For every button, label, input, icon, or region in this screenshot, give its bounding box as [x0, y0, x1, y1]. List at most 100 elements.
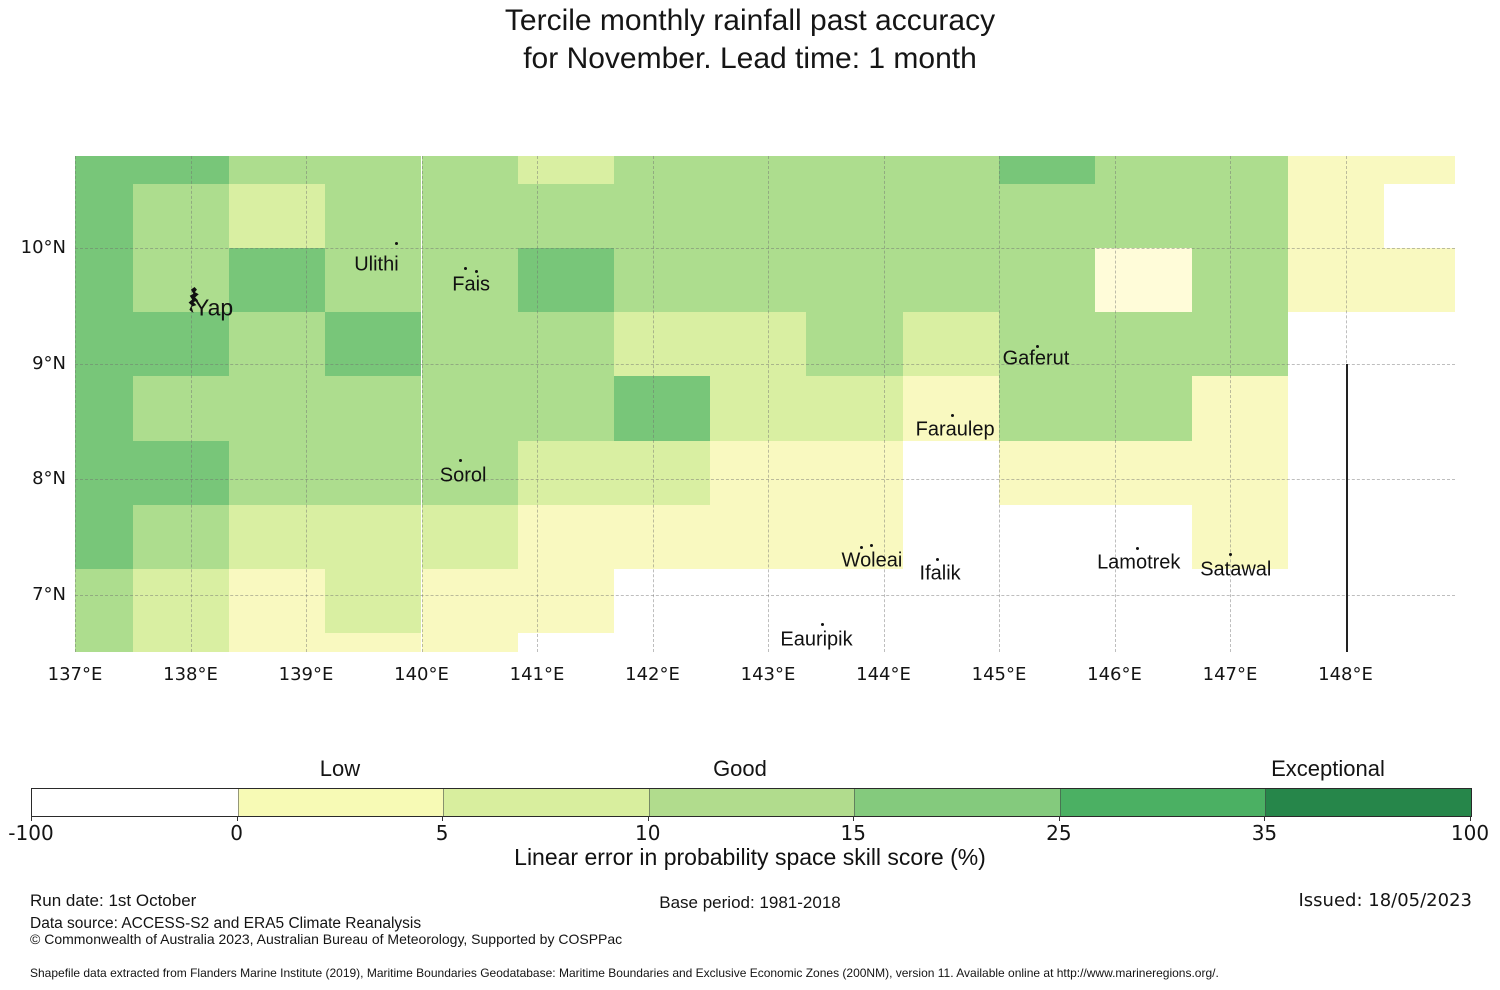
heatmap-cell: [1095, 183, 1192, 248]
heatmap-cell: [999, 183, 1096, 248]
colorbar-tick: [853, 816, 855, 821]
heatmap-cell: [421, 248, 518, 313]
gridline-vertical: [421, 156, 423, 652]
heatmap-cell: [1191, 248, 1288, 313]
heatmap-cell: [710, 248, 807, 313]
heatmap-cell: [806, 440, 903, 505]
gridline-vertical: [768, 156, 769, 652]
heatmap-cell: [710, 440, 807, 505]
colorbar: [31, 788, 1472, 817]
heatmap-cell: [228, 568, 326, 633]
heatmap-cell: [999, 156, 1096, 184]
satawal-island-dot: [1228, 552, 1232, 556]
heatmap-cell: [228, 156, 326, 184]
x-tick-label: 140°E: [394, 664, 449, 685]
colorbar-segment: [1265, 789, 1471, 816]
colorbar-segment: [1059, 789, 1266, 816]
heatmap-cell: [517, 248, 615, 313]
heatmap-cell: [999, 440, 1096, 505]
island-label-ulithi: Ulithi: [354, 253, 399, 276]
data-source-text: Data source: ACCESS-S2 and ERA5 Climate …: [30, 915, 422, 932]
heatmap-cell: [75, 248, 133, 313]
yap-island-shape: [188, 286, 199, 313]
heatmap-cell: [614, 504, 711, 569]
gridline-vertical: [883, 156, 885, 652]
heatmap-cell: [517, 183, 615, 248]
heatmap-cell: [421, 156, 518, 184]
heatmap-cell: [710, 183, 807, 248]
heatmap-cell: [1191, 504, 1288, 569]
base-period-text: Base period: 1981-2018: [659, 893, 841, 912]
x-tick-label: 139°E: [278, 664, 334, 685]
island-label-satawal: Satawal: [1200, 558, 1272, 581]
faraulep-island-dot: [951, 413, 955, 417]
island-label-fais: Fais: [452, 273, 491, 296]
heatmap-cell: [517, 312, 615, 377]
heatmap-cell: [1095, 248, 1192, 313]
heatmap-cell: [75, 312, 133, 377]
heatmap-cell: [806, 156, 903, 184]
disclaimer-text: Shapefile data extracted from Flanders M…: [30, 966, 1219, 980]
heatmap-cell: [325, 248, 422, 313]
heatmap-cell: [132, 376, 229, 441]
heatmap-cell: [1383, 156, 1455, 184]
heatmap-cell: [710, 504, 807, 569]
heatmap-cell: [1191, 376, 1288, 441]
gridline-vertical: [190, 156, 192, 652]
heatmap-cell: [132, 632, 229, 652]
x-tick-label: 147°E: [1202, 664, 1258, 685]
heatmap-cell: [228, 632, 326, 652]
heatmap-cell: [614, 156, 711, 184]
heatmap-cell: [228, 504, 326, 569]
heatmap-cell: [517, 504, 615, 569]
issued-date-text: Issued: 18/05/2023: [1298, 890, 1472, 911]
heatmap-cell: [228, 183, 326, 248]
heatmap-cell: [75, 183, 133, 248]
heatmap-cell: [999, 248, 1096, 313]
x-tick-label: 146°E: [1087, 664, 1142, 685]
heatmap-cell: [132, 156, 229, 184]
island-label-yap: Yap: [193, 294, 234, 321]
x-tick-label: 141°E: [509, 664, 565, 685]
heatmap-cell: [228, 248, 326, 313]
heatmap-cell: [228, 376, 326, 441]
heatmap-cell: [1095, 312, 1192, 377]
heatmap-cell: [806, 183, 903, 248]
heatmap-cell: [132, 183, 229, 248]
gridline-vertical: [306, 156, 307, 652]
heatmap-cell: [421, 440, 518, 505]
colorbar-tick-label: 0: [230, 821, 243, 845]
colorbar-tick: [647, 816, 649, 821]
heatmap-cell: [902, 156, 999, 184]
y-tick-label: 7°N: [32, 583, 66, 605]
heatmap-cell: [517, 156, 615, 184]
heatmap-cell: [1287, 183, 1384, 248]
fais-island-dot: [463, 267, 467, 271]
heatmap-cell: [710, 156, 807, 184]
heatmap-cell: [1095, 376, 1192, 441]
colorbar-tick-label: 35: [1251, 821, 1278, 845]
heatmap-cell: [1095, 440, 1192, 505]
colorbar-category-label: Good: [713, 756, 767, 781]
heatmap-cell: [325, 312, 422, 377]
gridline-horizontal: [75, 479, 1455, 480]
gridline-vertical: [75, 156, 76, 652]
heatmap-cell: [132, 568, 229, 633]
gridline-vertical: [537, 156, 538, 652]
heatmap-cell: [325, 440, 422, 505]
heatmap-cell: [75, 504, 133, 569]
heatmap-cell: [614, 440, 711, 505]
colorbar-segment: [32, 789, 238, 816]
heatmap-cell: [75, 568, 133, 633]
heatmap-cell: [1191, 156, 1288, 184]
chart-title-line2: for November. Lead time: 1 month: [523, 42, 977, 75]
heatmap-cell: [517, 376, 615, 441]
colorbar-tick-label: 10: [634, 821, 661, 845]
woleai-island-dot: [860, 545, 864, 549]
ifalik-island-dot: [936, 558, 940, 562]
heatmap-cell: [1383, 248, 1455, 313]
colorbar-segment: [443, 789, 649, 816]
colorbar-tick-label: 100: [1450, 821, 1490, 845]
y-tick-label: 8°N: [32, 468, 66, 489]
gridline-horizontal: [75, 248, 1455, 249]
